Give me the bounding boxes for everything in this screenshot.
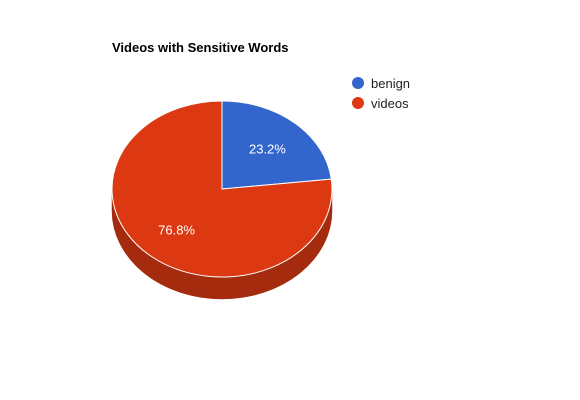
slice-labels: 23.2% 76.8% [158,141,286,237]
slice-videos[interactable] [111,100,333,278]
legend-label-videos: videos [371,96,409,111]
slice-benign[interactable] [221,100,332,190]
slice-label-benign: 23.2% [249,141,286,156]
legend: benign videos [352,76,410,111]
legend-swatch-videos [352,97,364,109]
pie-slices [111,100,333,278]
chart-title: Videos with Sensitive Words [112,40,289,55]
legend-swatch-benign [352,77,364,89]
slice-label-videos: 76.8% [158,223,195,238]
legend-label-benign: benign [371,76,410,91]
